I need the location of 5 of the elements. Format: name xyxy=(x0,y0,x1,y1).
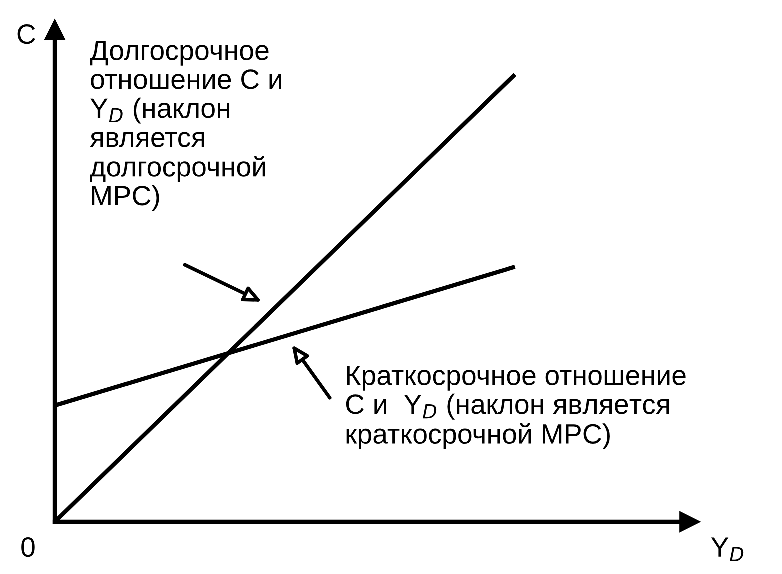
x-axis-title: Y$_{D}$ xyxy=(711,538,744,562)
y-axis-title: C xyxy=(18,24,36,44)
text: 0 xyxy=(22,537,35,558)
annotation: Долгосрочное отношение C и Y$_{D}$ (наклон является долгосрочной MPC) xyxy=(90,41,282,212)
annotation: Краткосрочное отношение C и Y$_{D}$ (наклон является краткосрочной MPC) xyxy=(346,366,686,450)
